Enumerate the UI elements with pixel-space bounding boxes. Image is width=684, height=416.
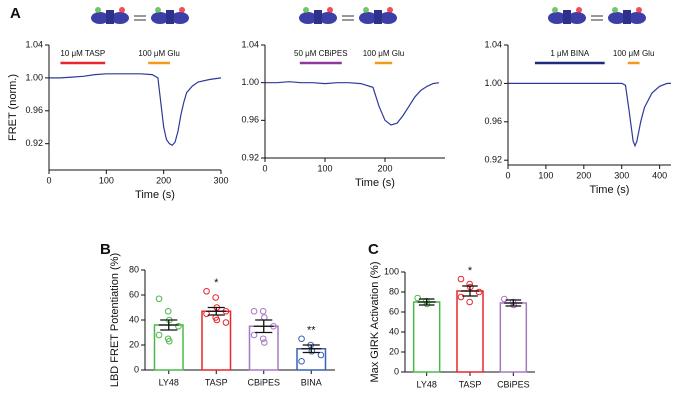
y-tick-label: 1.00 — [484, 78, 502, 88]
data-point — [175, 322, 182, 330]
significance: * — [468, 265, 473, 277]
x-tick-label: 200 — [377, 163, 392, 173]
trace — [49, 73, 222, 147]
x-tick-label: 200 — [156, 175, 171, 185]
bar — [499, 302, 528, 373]
panel-label: A — [10, 5, 21, 22]
trace — [508, 82, 671, 148]
x-tick-label: 300 — [614, 170, 629, 180]
x-tick-label: 400 — [652, 170, 667, 180]
y-tick-label: 0.92 — [25, 138, 43, 148]
x-tick-label: 100 — [538, 170, 553, 180]
annotation-label: 100 μM Glu — [138, 49, 180, 58]
bar — [456, 290, 484, 373]
x-axis-label: Time (s) — [135, 189, 175, 201]
trace — [265, 81, 440, 126]
y-tick-label: 60 — [389, 306, 399, 316]
x-tick-label: LY48 — [416, 379, 436, 389]
y-tick-label: 80 — [129, 264, 139, 274]
y-tick-label: 1.00 — [25, 72, 43, 82]
y-tick-label: 0.92 — [484, 155, 502, 165]
data-point — [212, 294, 219, 301]
annotation-label: 10 μM TASP — [60, 49, 105, 58]
x-tick-label: TASP — [459, 379, 482, 389]
data-point — [222, 319, 230, 326]
data-point — [259, 335, 267, 343]
data-point — [155, 331, 163, 339]
y-tick-label: 1.04 — [241, 39, 259, 49]
data-point — [298, 357, 305, 365]
y-tick-label: 1.04 — [484, 39, 502, 49]
x-tick-label: 200 — [576, 170, 591, 180]
x-tick-label: 0 — [46, 175, 51, 185]
data-point — [203, 287, 210, 295]
data-point — [501, 295, 508, 303]
y-tick-label: 20 — [389, 346, 399, 356]
annotation-label: 100 μM Glu — [363, 49, 405, 58]
y-tick-label: 40 — [129, 314, 139, 324]
data-point — [466, 298, 473, 306]
y-tick-label: 100 — [384, 266, 399, 276]
x-tick-label: CBiPES — [247, 377, 280, 387]
x-tick-label: LY48 — [159, 377, 179, 387]
x-tick-label: CBiPES — [497, 379, 530, 389]
y-axis-label: Max GIRK Activation (%) — [369, 261, 381, 382]
data-point — [298, 335, 305, 343]
data-point — [457, 275, 465, 283]
annotation-label: 100 μM Glu — [613, 49, 655, 58]
data-point — [213, 316, 221, 324]
cartoon — [91, 7, 646, 24]
data-point — [250, 331, 258, 339]
x-tick-label: 0 — [262, 163, 267, 173]
data-point — [475, 288, 483, 296]
data-point — [250, 307, 258, 315]
y-tick-label: 0 — [394, 366, 399, 376]
x-tick-label: TASP — [205, 377, 228, 387]
x-axis-label: Time (s) — [355, 177, 395, 189]
y-tick-label: 20 — [129, 339, 139, 349]
x-axis-label: Time (s) — [590, 184, 630, 196]
significance: ** — [307, 325, 316, 337]
significance: * — [214, 277, 219, 289]
y-tick-label: 1.00 — [241, 77, 259, 87]
x-tick-label: 300 — [213, 175, 228, 185]
panel-label: B — [100, 241, 111, 258]
data-point — [317, 351, 325, 359]
y-tick-label: 0.92 — [241, 152, 259, 162]
y-axis-label: LBD FRET Potentiation (%) — [109, 253, 121, 387]
x-tick-label: 100 — [317, 163, 332, 173]
y-tick-label: 0.96 — [484, 116, 502, 126]
y-tick-label: 60 — [129, 289, 139, 299]
data-point — [155, 295, 163, 303]
x-tick-label: 100 — [99, 175, 114, 185]
data-point — [164, 307, 172, 315]
x-tick-label: BINA — [301, 377, 322, 387]
y-tick-label: 1.04 — [25, 39, 43, 49]
panel-label: C — [368, 241, 379, 258]
annotation-label: 1 μM BINA — [550, 49, 590, 58]
annotation-label: 50 μM CBiPES — [294, 49, 348, 58]
bar — [412, 301, 441, 373]
y-tick-label: 80 — [389, 286, 399, 296]
data-point — [261, 339, 268, 346]
y-tick-label: 0.96 — [241, 115, 259, 125]
y-axis-label: FRET (norm.) — [7, 74, 19, 141]
data-point — [259, 307, 267, 315]
y-tick-label: 40 — [389, 326, 399, 336]
data-point — [414, 294, 421, 302]
y-tick-label: 0 — [134, 364, 139, 374]
x-tick-label: 0 — [505, 170, 510, 180]
data-point — [457, 293, 465, 301]
y-tick-label: 0.96 — [25, 105, 43, 115]
data-point — [166, 337, 173, 345]
